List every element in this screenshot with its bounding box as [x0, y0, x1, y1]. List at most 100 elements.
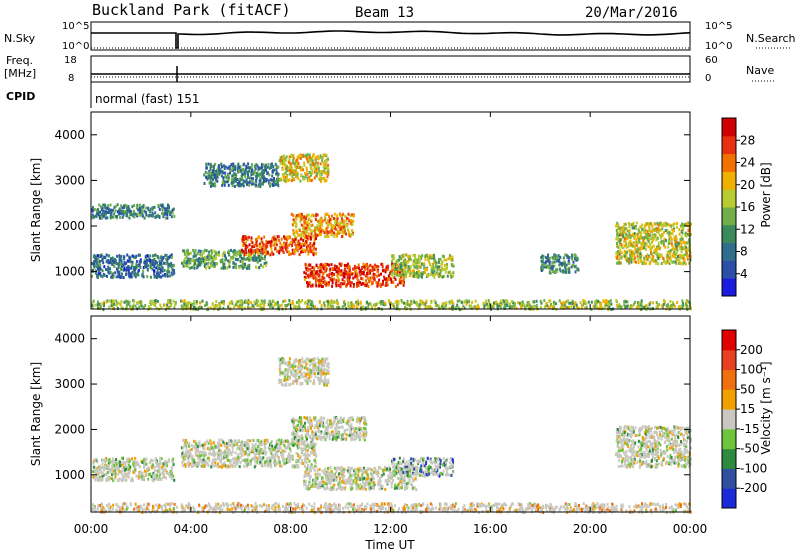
echo-cell	[217, 250, 220, 254]
echo-cell	[247, 173, 249, 177]
echo-cell	[628, 250, 631, 254]
echo-cell	[294, 249, 297, 253]
echo-cell	[559, 269, 562, 273]
echo-cell	[331, 284, 334, 288]
echo-cell	[551, 305, 554, 309]
echo-cell	[95, 208, 98, 212]
echo-cell	[300, 215, 303, 219]
echo-cell	[120, 305, 123, 309]
echo-cell	[422, 271, 425, 274]
echo-cell	[680, 235, 683, 239]
echo-cell	[448, 253, 451, 257]
echo-cell	[325, 159, 328, 163]
echo-cell	[234, 249, 237, 253]
echo-cell	[666, 250, 669, 254]
echo-cell	[342, 222, 345, 226]
echo-cell	[548, 256, 551, 260]
echo-cell	[327, 225, 329, 229]
echo-cell	[400, 299, 403, 302]
echo-cell	[518, 301, 521, 305]
echo-cell	[170, 255, 173, 259]
echo-cell	[306, 299, 309, 303]
echo-cell	[128, 271, 130, 275]
echo-cell	[645, 508, 648, 512]
echo-cell	[382, 269, 385, 273]
echo-cell	[640, 260, 643, 264]
echo-cell	[310, 224, 313, 228]
echo-cell	[296, 249, 299, 253]
echo-cell	[143, 209, 146, 213]
echo-cell	[405, 271, 408, 275]
echo-cell	[185, 262, 188, 266]
echo-cell	[628, 242, 630, 246]
echo-cell	[316, 161, 319, 165]
echo-cell	[644, 242, 646, 246]
echo-cell	[625, 254, 628, 258]
echo-cell	[391, 259, 394, 263]
echo-cell	[373, 268, 376, 272]
y-tick-label: 4000	[54, 128, 85, 142]
echo-cell	[303, 236, 306, 240]
echo-cell	[126, 268, 128, 272]
echo-cell	[116, 203, 119, 207]
echo-cell	[666, 231, 669, 235]
echo-cell	[309, 244, 312, 248]
echo-cell	[226, 166, 229, 170]
echo-cell	[243, 171, 246, 175]
echo-cell	[189, 301, 192, 305]
echo-cell	[97, 207, 99, 211]
echo-cell	[273, 502, 276, 506]
echo-cell	[430, 301, 433, 304]
echo-cell	[513, 302, 516, 306]
echo-cell	[208, 250, 211, 254]
echo-cell	[430, 265, 433, 269]
echo-cell	[166, 216, 169, 220]
echo-cell	[687, 221, 690, 225]
echo-cell	[255, 241, 258, 245]
echo-cell	[286, 303, 289, 307]
echo-cell	[623, 237, 626, 241]
echo-cell	[633, 254, 636, 258]
echo-cell	[311, 213, 314, 217]
echo-cell	[407, 506, 410, 510]
echo-cell	[657, 223, 660, 227]
echo-cell	[215, 174, 218, 178]
echo-cell	[207, 162, 210, 166]
echo-cell	[660, 223, 663, 227]
echo-cell	[626, 300, 629, 304]
echo-cell	[113, 212, 116, 216]
echo-cell	[300, 173, 303, 177]
echo-cell	[393, 305, 396, 309]
echo-cell	[457, 306, 460, 310]
echo-cell	[562, 306, 565, 310]
echo-cell	[122, 276, 125, 280]
echo-cell	[194, 305, 197, 309]
echo-cell	[573, 303, 576, 307]
echo-cell	[149, 260, 152, 264]
echo-cell	[643, 224, 646, 228]
echo-cell	[191, 302, 194, 306]
echo-cell	[142, 203, 145, 207]
echo-cell	[279, 156, 282, 160]
echo-cell	[464, 299, 467, 303]
echo-cell	[245, 240, 248, 244]
echo-cell	[269, 243, 272, 247]
echo-cell	[584, 299, 587, 303]
echo-cell	[262, 243, 265, 247]
echo-cell	[192, 264, 195, 268]
echo-cell	[398, 278, 401, 282]
echo-cell	[434, 259, 437, 263]
echo-cell	[622, 231, 624, 235]
echo-cell	[120, 204, 123, 208]
echo-cell	[249, 166, 252, 170]
echo-cell	[248, 258, 251, 262]
echo-cell	[248, 250, 251, 254]
echo-cell	[139, 213, 142, 217]
echo-cell	[268, 240, 271, 244]
echo-cell	[180, 304, 183, 308]
echo-cell	[302, 503, 304, 507]
echo-cell	[309, 274, 311, 278]
echo-cell	[303, 248, 305, 252]
echo-cell	[429, 262, 432, 266]
